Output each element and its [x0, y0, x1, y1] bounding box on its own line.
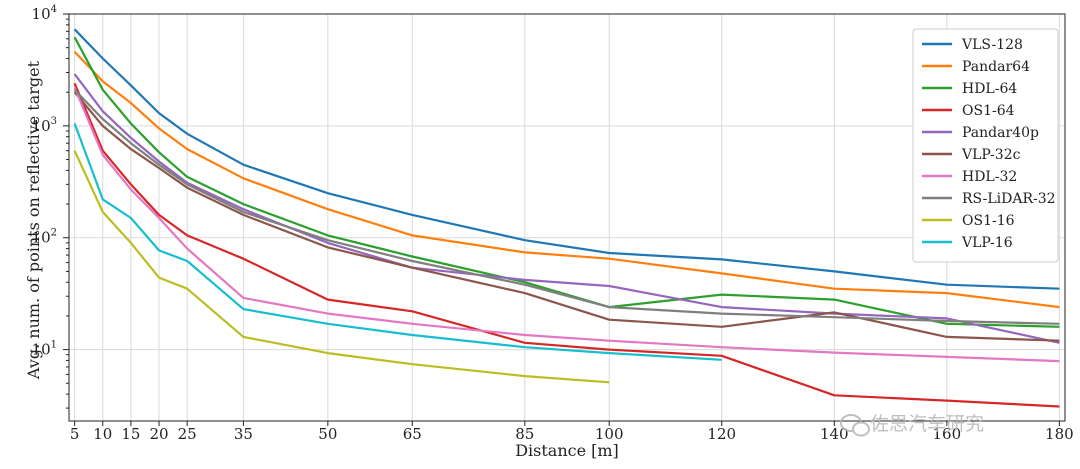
series-line-os1-16: [73, 150, 610, 384]
series-lines: [73, 28, 1060, 408]
series-line-hdl-32: [73, 87, 1060, 363]
series-line-vlp-32c: [73, 91, 1060, 342]
y-tick-label: 101: [32, 340, 57, 359]
series-line-vls-128: [73, 28, 1060, 290]
legend-items: VLS-128 Pandar64 HDL-64 OS1-64 Pandar40p VLP-…: [922, 37, 1056, 251]
legend-label: OS1-16: [962, 213, 1015, 229]
x-tick-label: 50: [318, 425, 337, 443]
y-tick-label: 104: [32, 4, 57, 23]
wechat-icon: [840, 414, 870, 437]
x-tick-label: 65: [403, 425, 422, 443]
legend-label: VLS-128: [961, 37, 1023, 53]
axes: 5 10 15 20 25 35 50 65 85 100 120 140 160 180 101 102 10…: [32, 4, 1074, 443]
x-tick-label: 100: [595, 425, 624, 443]
series-line-os1-64: [73, 82, 1060, 408]
legend: VLS-128 Pandar64 HDL-64 OS1-64 Pandar40p VLP-…: [912, 28, 1059, 263]
watermark: 佐思汽车研究: [840, 413, 984, 437]
x-tick-label: 35: [234, 425, 253, 443]
x-tick-label: 85: [515, 425, 534, 443]
legend-label: HDL-64: [962, 81, 1017, 97]
x-axis-title: Distance [m]: [515, 441, 619, 460]
series-line-pandar40p: [73, 73, 1060, 344]
y-axis-title: Avg. num. of points on reflective target: [24, 60, 43, 380]
plot-frame: [68, 13, 1066, 422]
x-tick-label: 120: [707, 425, 736, 443]
x-tick-label: 180: [1045, 425, 1074, 443]
legend-label: Pandar64: [962, 59, 1030, 75]
x-tick-label: 5: [70, 425, 80, 443]
legend-label: Pandar40p: [962, 125, 1039, 141]
legend-label: RS-LiDAR-32: [962, 191, 1056, 207]
series-line-hdl-64: [73, 36, 1060, 328]
watermark-text: 佐思汽车研究: [870, 413, 984, 435]
x-tick-label: 15: [121, 425, 140, 443]
y-tick-label: 103: [32, 116, 57, 135]
legend-label: VLP-16: [961, 235, 1013, 251]
x-tick-label: 10: [93, 425, 112, 443]
x-tick-label: 20: [149, 425, 168, 443]
legend-label: OS1-64: [962, 103, 1015, 119]
x-tick-label: 25: [178, 425, 197, 443]
y-tick-label: 102: [32, 228, 57, 247]
x-tick-label: 140: [820, 425, 849, 443]
series-line-rs-lidar-32: [73, 89, 1060, 325]
legend-label: HDL-32: [962, 169, 1017, 185]
x-tick-label: 160: [933, 425, 962, 443]
series-line-vlp-16: [73, 123, 722, 361]
series-line-pandar64: [73, 50, 1060, 309]
legend-label: VLP-32c: [961, 147, 1021, 163]
